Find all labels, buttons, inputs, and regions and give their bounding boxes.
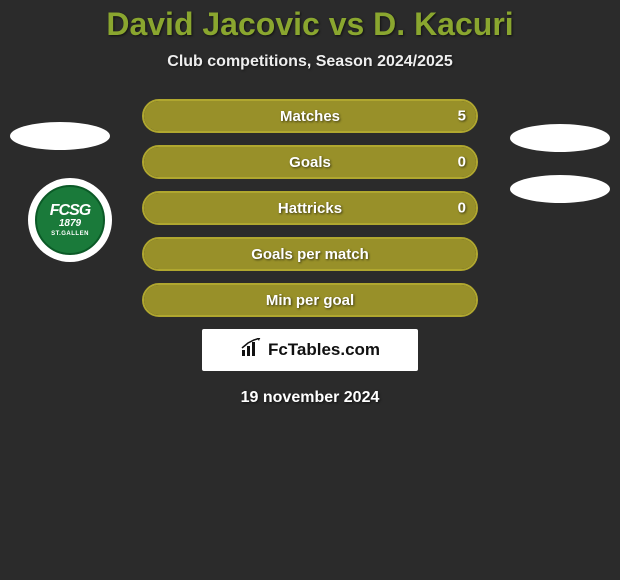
page-title: David Jacovic vs D. Kacuri xyxy=(0,0,620,43)
stat-label: Hattricks xyxy=(278,200,342,217)
club-crest-inner: FCSG 1879 ST.GALLEN xyxy=(35,185,105,255)
stat-label: Min per goal xyxy=(266,292,354,309)
stat-row: Matches 5 xyxy=(142,99,478,133)
stat-label: Matches xyxy=(280,108,340,125)
chart-icon xyxy=(240,338,262,363)
stat-label: Goals xyxy=(289,154,331,171)
player-badge-right-2 xyxy=(510,175,610,203)
crest-year: 1879 xyxy=(59,219,81,229)
crest-bottom: ST.GALLEN xyxy=(51,231,89,237)
stat-row: Goals per match xyxy=(142,237,478,271)
stat-label: Goals per match xyxy=(251,246,369,263)
stats-container: Matches 5 Goals 0 Hattricks 0 Goals per match M… xyxy=(142,99,478,317)
player-badge-right xyxy=(510,124,610,152)
brand-text: FcTables.com xyxy=(268,340,380,360)
club-crest: FCSG 1879 ST.GALLEN xyxy=(28,178,112,262)
stat-row: Hattricks 0 xyxy=(142,191,478,225)
player-badge-left xyxy=(10,122,110,150)
stat-value-right: 0 xyxy=(458,200,466,217)
date-line: 19 november 2024 xyxy=(0,389,620,407)
stat-value-right: 0 xyxy=(458,154,466,171)
stat-value-right: 5 xyxy=(458,108,466,125)
stat-row: Min per goal xyxy=(142,283,478,317)
brand-box[interactable]: FcTables.com xyxy=(202,329,418,371)
stat-row: Goals 0 xyxy=(142,145,478,179)
subtitle: Club competitions, Season 2024/2025 xyxy=(0,53,620,71)
crest-top: FCSG xyxy=(50,203,90,219)
